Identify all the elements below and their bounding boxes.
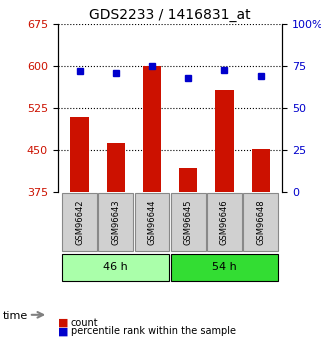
Bar xyxy=(252,149,270,192)
FancyBboxPatch shape xyxy=(98,194,133,252)
FancyBboxPatch shape xyxy=(62,254,169,282)
FancyBboxPatch shape xyxy=(243,194,278,252)
FancyBboxPatch shape xyxy=(134,194,169,252)
Text: GSM96646: GSM96646 xyxy=(220,200,229,245)
FancyBboxPatch shape xyxy=(171,254,278,282)
Bar xyxy=(107,144,125,192)
Bar xyxy=(71,117,89,192)
Bar xyxy=(215,90,234,192)
Text: GSM96643: GSM96643 xyxy=(111,200,120,245)
Text: GSM96645: GSM96645 xyxy=(184,200,193,245)
Text: 46 h: 46 h xyxy=(103,262,128,272)
Bar xyxy=(143,66,161,192)
FancyBboxPatch shape xyxy=(207,194,242,252)
Text: GSM96644: GSM96644 xyxy=(148,200,157,245)
Text: ■: ■ xyxy=(58,318,68,327)
Text: GSM96648: GSM96648 xyxy=(256,200,265,245)
Text: percentile rank within the sample: percentile rank within the sample xyxy=(71,326,236,336)
Text: count: count xyxy=(71,318,98,327)
FancyBboxPatch shape xyxy=(62,194,97,252)
FancyBboxPatch shape xyxy=(171,194,206,252)
Text: time: time xyxy=(3,311,29,321)
Text: 54 h: 54 h xyxy=(212,262,237,272)
Text: ■: ■ xyxy=(58,326,68,336)
Bar xyxy=(179,168,197,192)
Text: GSM96642: GSM96642 xyxy=(75,200,84,245)
Title: GDS2233 / 1416831_at: GDS2233 / 1416831_at xyxy=(89,8,251,22)
